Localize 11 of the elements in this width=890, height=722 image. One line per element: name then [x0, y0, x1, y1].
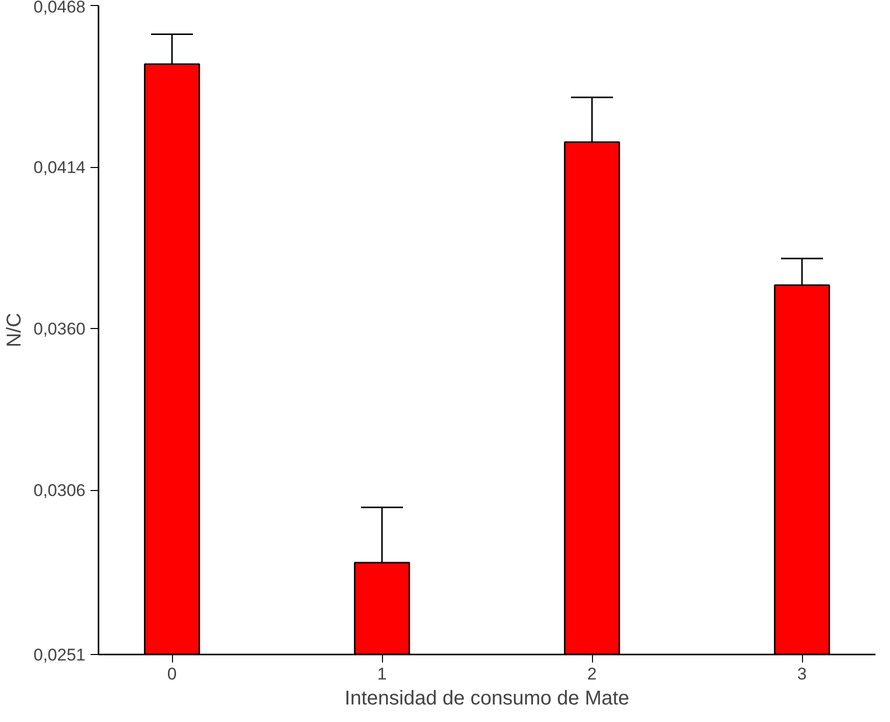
- x-tick-label: 2: [587, 664, 597, 684]
- y-tick-label: 0,0306: [34, 481, 86, 500]
- x-tick-label: 3: [797, 664, 807, 684]
- y-tick-label: 0,0251: [34, 646, 86, 664]
- y-axis-title: N/C: [4, 312, 26, 348]
- y-tick-label: 0,0360: [34, 320, 86, 339]
- y-tick-label: 0,0414: [34, 158, 86, 177]
- x-axis-title: Intensidad de consumo de Mate: [344, 688, 630, 710]
- x-tick-label: 0: [167, 664, 177, 684]
- y-tick-label: 0,0468: [34, 0, 86, 16]
- x-tick-label: 1: [377, 664, 387, 684]
